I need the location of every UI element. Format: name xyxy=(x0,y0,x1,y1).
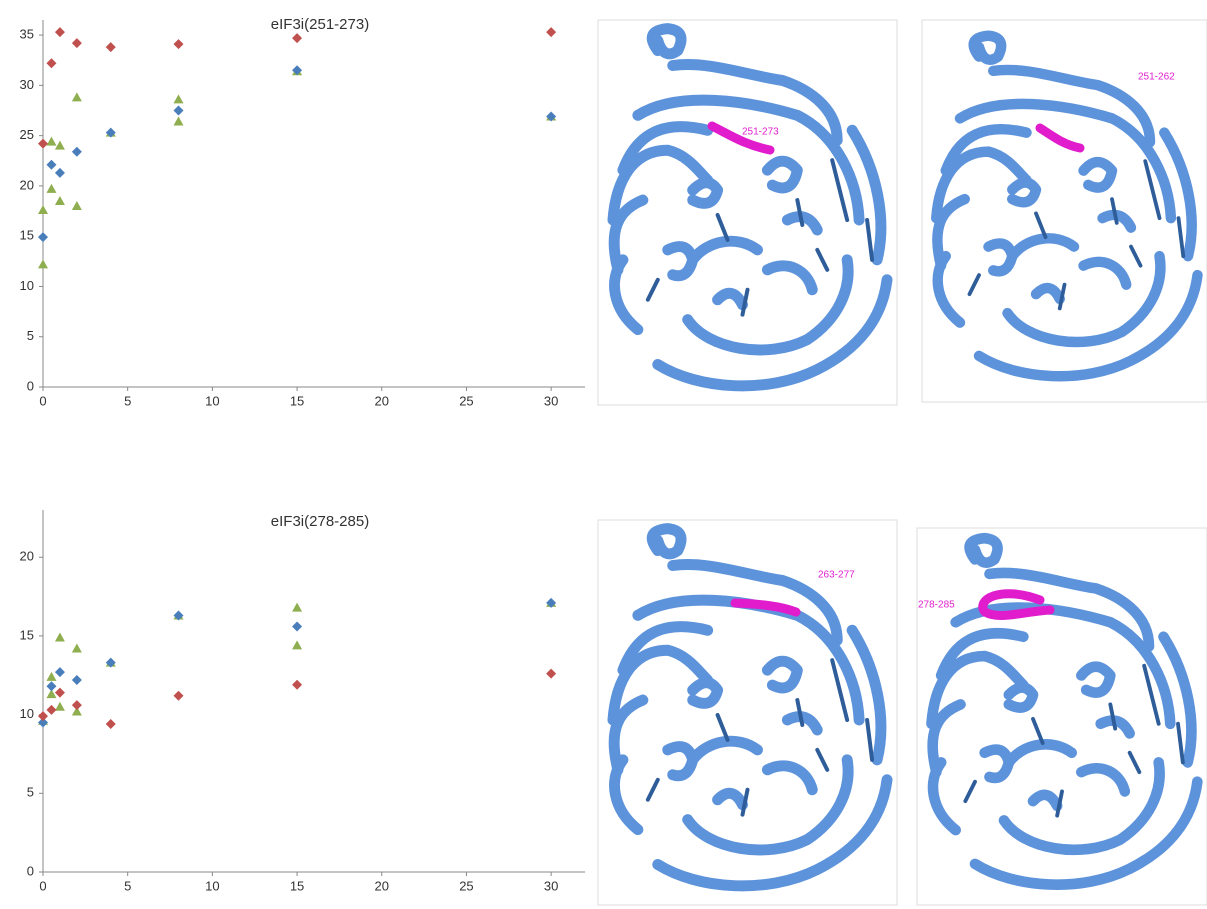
point xyxy=(292,65,303,76)
x-tick-label: 15 xyxy=(290,393,304,408)
point xyxy=(173,610,184,621)
structure-label: 263-277 xyxy=(818,570,855,581)
point xyxy=(71,706,82,716)
x-tick-label: 10 xyxy=(205,878,219,893)
point xyxy=(105,42,116,53)
point xyxy=(38,205,48,215)
point xyxy=(546,597,557,608)
point xyxy=(46,671,57,681)
x-tick-label: 5 xyxy=(124,393,131,408)
point xyxy=(38,138,48,149)
y-tick-label: 15 xyxy=(20,228,34,243)
point xyxy=(46,681,57,692)
point xyxy=(71,92,82,102)
point xyxy=(46,159,57,170)
point xyxy=(46,704,57,715)
point xyxy=(71,700,82,711)
y-tick-label: 10 xyxy=(20,278,34,293)
x-tick-label: 30 xyxy=(544,878,558,893)
x-tick-label: 25 xyxy=(459,393,473,408)
point xyxy=(46,136,57,146)
structure-label: 278-285 xyxy=(918,600,955,611)
point xyxy=(105,127,116,138)
structure-label: 251-262 xyxy=(1138,72,1175,83)
x-tick-label: 20 xyxy=(375,878,389,893)
x-tick-label: 30 xyxy=(544,393,558,408)
point xyxy=(105,719,116,730)
point xyxy=(38,232,48,243)
point xyxy=(173,39,184,50)
point xyxy=(38,259,48,269)
point xyxy=(292,640,303,650)
y-tick-label: 5 xyxy=(27,785,34,800)
point xyxy=(46,689,57,699)
point xyxy=(38,711,48,722)
point xyxy=(292,621,303,632)
point xyxy=(54,687,65,698)
point xyxy=(71,643,82,653)
x-tick-label: 5 xyxy=(124,878,131,893)
point xyxy=(38,717,48,728)
point xyxy=(71,146,82,157)
point xyxy=(546,27,557,38)
structure-panel: 263-277 xyxy=(597,519,898,906)
point xyxy=(173,690,184,701)
point xyxy=(54,667,65,678)
x-tick-label: 20 xyxy=(375,393,389,408)
point xyxy=(71,201,82,211)
point xyxy=(71,674,82,685)
x-tick-label: 15 xyxy=(290,878,304,893)
point xyxy=(292,602,303,612)
point xyxy=(54,701,65,711)
point xyxy=(54,27,65,38)
y-tick-label: 15 xyxy=(20,627,34,642)
x-tick-label: 0 xyxy=(39,878,46,893)
structure-panel: 278-285 xyxy=(916,527,1207,906)
x-tick-label: 10 xyxy=(205,393,219,408)
y-tick-label: 25 xyxy=(20,127,34,142)
y-tick-label: 30 xyxy=(20,77,34,92)
point xyxy=(292,33,303,44)
y-tick-label: 0 xyxy=(27,378,34,393)
point xyxy=(173,116,184,126)
structure-panel: 251-273 xyxy=(597,19,898,406)
point xyxy=(46,58,57,69)
point xyxy=(46,183,57,193)
y-tick-label: 5 xyxy=(27,328,34,343)
y-tick-label: 20 xyxy=(20,177,34,192)
x-tick-label: 0 xyxy=(39,393,46,408)
y-tick-label: 35 xyxy=(20,27,34,42)
point xyxy=(54,632,65,642)
point xyxy=(173,105,184,116)
point xyxy=(173,94,184,104)
point xyxy=(54,167,65,178)
point xyxy=(54,140,65,150)
y-tick-label: 10 xyxy=(20,706,34,721)
point xyxy=(71,38,82,49)
structure-panel: 251-262 xyxy=(921,19,1207,403)
y-tick-label: 20 xyxy=(20,549,34,564)
structure-label: 251-273 xyxy=(742,127,779,138)
x-tick-label: 25 xyxy=(459,878,473,893)
point xyxy=(292,679,303,690)
point xyxy=(546,668,557,679)
chart-title: eIF3i(278-285) xyxy=(271,513,369,530)
point xyxy=(54,195,65,205)
chart-title: eIF3i(251-273) xyxy=(271,16,369,33)
point xyxy=(546,111,557,122)
point xyxy=(105,657,116,668)
y-tick-label: 0 xyxy=(27,863,34,878)
